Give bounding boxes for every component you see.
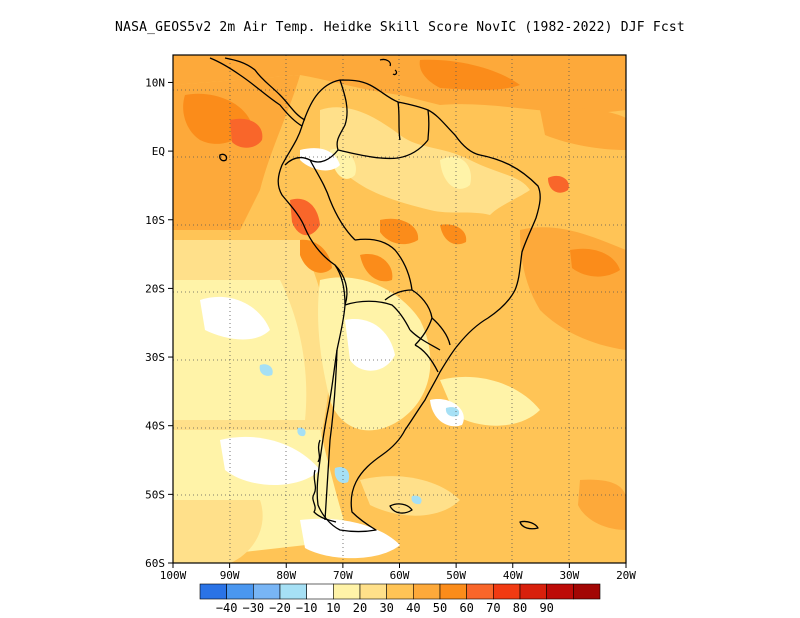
longitude-tick-label: 20W: [616, 569, 636, 582]
colorbar-swatch: [279, 583, 307, 600]
colorbar-label: 60: [459, 601, 473, 615]
colorbar-swatch: [439, 583, 467, 600]
longitude-tick-label: 30W: [559, 569, 579, 582]
colorbar-swatch: [466, 583, 494, 600]
colorbar-swatch: [573, 583, 601, 600]
colorbar-swatch: [226, 583, 254, 600]
colorbar-swatch: [386, 583, 414, 600]
longitude-tick-label: 60W: [390, 569, 410, 582]
colorbar-swatch: [413, 583, 441, 600]
colorbar-swatch: [306, 583, 334, 600]
longitude-tick-label: 80W: [276, 569, 296, 582]
colorbar-swatch: [493, 583, 521, 600]
colorbar-swatch: [546, 583, 574, 600]
colorbar-swatch: [359, 583, 387, 600]
longitude-tick-label: 40W: [503, 569, 523, 582]
colorbar-swatch: [519, 583, 547, 600]
latitude-axis: 10N EQ 10S 20S 30S 40S 50S 60S: [145, 76, 173, 570]
latitude-tick-label: 40S: [145, 420, 165, 433]
colorbar-label: 40: [406, 601, 420, 615]
map-title: NASA_GEOS5v2 2m Air Temp. Heidke Skill S…: [115, 20, 685, 35]
colorbar-label: −20: [269, 601, 291, 615]
colorbar-label: −30: [242, 601, 264, 615]
colorbar-swatch: [199, 583, 227, 600]
colorbar: −40 −30 −20 −10 10 20 30 40 50 60 70 80 90: [199, 583, 601, 615]
colorbar-label: 70: [486, 601, 500, 615]
colorbar-label: 50: [433, 601, 447, 615]
colorbar-label: 90: [539, 601, 553, 615]
longitude-tick-label: 90W: [220, 569, 240, 582]
coastlines: [209, 57, 541, 533]
colorbar-label: 10: [326, 601, 340, 615]
longitude-tick-label: 50W: [446, 569, 466, 582]
latitude-tick-label: EQ: [152, 145, 165, 158]
map-gridlines: [173, 55, 626, 563]
colorbar-label: 30: [379, 601, 393, 615]
longitude-axis: 100W 90W 80W 70W 60W 50W 40W 30W 20W: [160, 563, 636, 582]
colorbar-label: −40: [216, 601, 238, 615]
colorbar-swatch: [253, 583, 281, 600]
latitude-tick-label: 60S: [145, 557, 165, 570]
latitude-tick-label: 30S: [145, 351, 165, 364]
colorbar-swatch: [333, 583, 361, 600]
map-field: [173, 55, 626, 563]
latitude-tick-label: 10S: [145, 214, 165, 227]
longitude-tick-label: 70W: [333, 569, 353, 582]
colorbar-label: 80: [513, 601, 527, 615]
latitude-tick-label: 50S: [145, 488, 165, 501]
latitude-tick-label: 20S: [145, 282, 165, 295]
colorbar-label: −10: [296, 601, 318, 615]
colorbar-label: 20: [353, 601, 367, 615]
latitude-tick-label: 10N: [145, 76, 165, 89]
longitude-tick-label: 100W: [160, 569, 187, 582]
